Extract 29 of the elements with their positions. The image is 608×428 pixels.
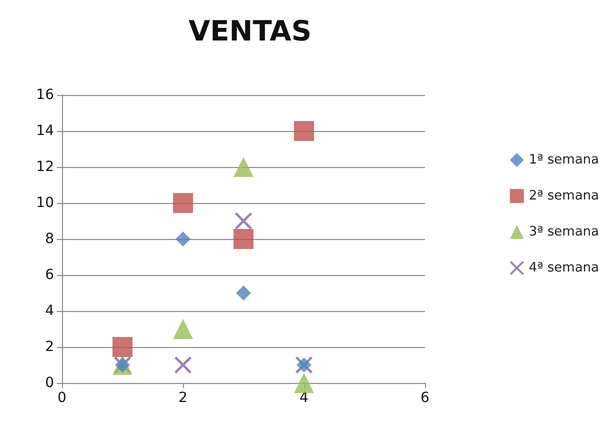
y-tick-label: 4 — [45, 303, 54, 319]
point — [173, 319, 193, 339]
y-tick-label: 10 — [36, 195, 54, 211]
point — [173, 193, 193, 213]
legend-label: 3ª semana — [528, 224, 600, 240]
point — [294, 121, 314, 141]
y-tick-label: 16 — [36, 87, 54, 103]
chart-title: VENTAS — [188, 14, 312, 48]
y-tick-label: 0 — [45, 375, 54, 391]
y-tick-label: 6 — [45, 267, 54, 283]
y-tick-label: 8 — [45, 231, 54, 247]
x-tick-label: 4 — [300, 390, 309, 406]
point — [112, 337, 132, 357]
y-tick-label: 14 — [36, 123, 54, 139]
legend-label: 1ª semana — [528, 152, 600, 168]
x-tick-label: 2 — [178, 390, 188, 406]
point — [234, 157, 254, 177]
y-tick-label: 2 — [45, 339, 54, 355]
x-tick-label: 6 — [420, 390, 430, 406]
point — [294, 373, 314, 393]
legend-label: 4ª semana — [528, 260, 600, 276]
point — [176, 232, 190, 246]
y-tick-label: 12 — [36, 159, 54, 175]
point — [174, 356, 192, 374]
legend-label: 2ª semana — [528, 188, 600, 204]
x-tick-label: 0 — [58, 390, 66, 406]
point — [234, 229, 254, 249]
point — [235, 212, 252, 230]
point — [236, 286, 251, 300]
